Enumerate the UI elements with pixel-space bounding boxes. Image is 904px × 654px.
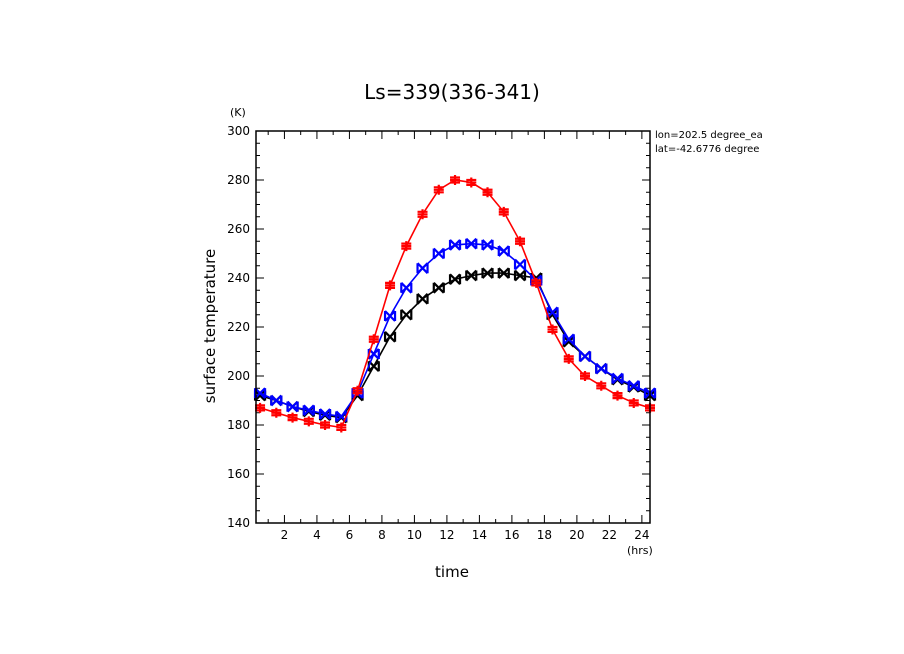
series-layer <box>253 175 657 433</box>
data-point <box>253 389 267 402</box>
series-0 <box>255 175 655 433</box>
data-point <box>385 280 396 291</box>
data-point <box>417 209 428 220</box>
data-point <box>383 331 397 343</box>
data-point <box>497 245 510 257</box>
data-point <box>481 267 494 279</box>
data-point <box>513 258 527 271</box>
data-point <box>448 239 462 251</box>
x-tick-label: 20 <box>569 528 584 542</box>
annotation-lat: lat=-42.6776 degree <box>655 144 759 155</box>
data-point <box>448 273 462 286</box>
series-line <box>259 179 651 429</box>
data-point <box>318 408 332 420</box>
data-point <box>612 390 623 401</box>
x-tick-label: 10 <box>407 528 422 542</box>
x-tick-label: 4 <box>313 528 321 542</box>
data-point <box>302 404 315 417</box>
series-1 <box>253 237 657 423</box>
data-point <box>253 387 267 399</box>
chart-title: Ls=339(336-341) <box>364 80 540 104</box>
data-point <box>465 269 478 282</box>
series-2 <box>253 267 657 424</box>
data-point <box>416 293 429 305</box>
data-point <box>481 239 494 251</box>
y-tick-label: 280 <box>227 173 250 187</box>
data-point <box>515 236 526 247</box>
x-tick-label: 2 <box>281 528 289 542</box>
data-point <box>352 385 363 396</box>
data-point <box>482 187 493 198</box>
x-tick-label: 22 <box>602 528 617 542</box>
data-point <box>432 247 445 260</box>
data-point <box>320 420 331 430</box>
data-point <box>303 416 314 427</box>
y-tick-label: 180 <box>227 418 250 432</box>
data-point <box>498 206 509 217</box>
data-point <box>368 334 379 345</box>
x-tick-label: 16 <box>504 528 519 542</box>
y-tick-label: 300 <box>227 124 250 138</box>
data-point <box>383 310 397 322</box>
x-tick-label: 18 <box>537 528 552 542</box>
data-point <box>270 394 283 407</box>
data-point <box>367 348 380 360</box>
x-tick-label: 6 <box>346 528 354 542</box>
y-tick-label: 200 <box>227 369 250 383</box>
data-point <box>546 306 559 319</box>
data-point <box>563 353 574 364</box>
data-point <box>513 269 527 282</box>
data-point <box>465 237 478 250</box>
data-point <box>400 308 413 321</box>
data-point <box>596 380 607 391</box>
y-unit-label: (K) <box>230 106 246 119</box>
y-tick-label: 140 <box>227 516 250 530</box>
data-point <box>546 308 559 321</box>
data-point <box>432 282 445 294</box>
y-tick-label: 260 <box>227 222 250 236</box>
data-point <box>286 400 299 413</box>
y-tick-label: 240 <box>227 271 250 285</box>
data-point <box>628 397 639 408</box>
data-point <box>547 324 558 335</box>
data-point <box>287 412 298 423</box>
data-point <box>450 175 461 185</box>
data-point <box>336 422 347 433</box>
data-point <box>531 277 542 288</box>
data-point <box>271 407 282 418</box>
y-axis-label: surface temperature <box>201 249 219 404</box>
x-tick-label: 14 <box>472 528 487 542</box>
x-tick-label: 24 <box>634 528 649 542</box>
data-point <box>466 177 477 188</box>
annotation-lon: lon=202.5 degree_ea <box>655 130 763 141</box>
data-point <box>611 372 624 385</box>
data-point <box>580 371 591 381</box>
data-point <box>578 350 592 363</box>
y-tick-label: 220 <box>227 320 250 334</box>
series-line <box>259 272 651 419</box>
x-unit-label: (hrs) <box>627 544 653 557</box>
data-point <box>562 335 575 348</box>
data-point <box>367 360 380 372</box>
data-point <box>255 402 266 413</box>
x-tick-label: 8 <box>378 528 386 542</box>
data-point <box>335 410 348 423</box>
data-point <box>497 267 510 279</box>
x-axis-label: time <box>435 563 469 581</box>
x-tick-label: 12 <box>439 528 454 542</box>
series-line <box>259 242 651 418</box>
data-point <box>595 362 608 375</box>
data-point <box>433 184 444 195</box>
data-point <box>416 262 429 274</box>
data-point <box>627 380 640 392</box>
y-tick-label: 160 <box>227 467 250 481</box>
data-point <box>562 333 575 346</box>
plot-frame <box>255 130 651 524</box>
data-point <box>400 282 413 294</box>
data-point <box>401 241 412 252</box>
